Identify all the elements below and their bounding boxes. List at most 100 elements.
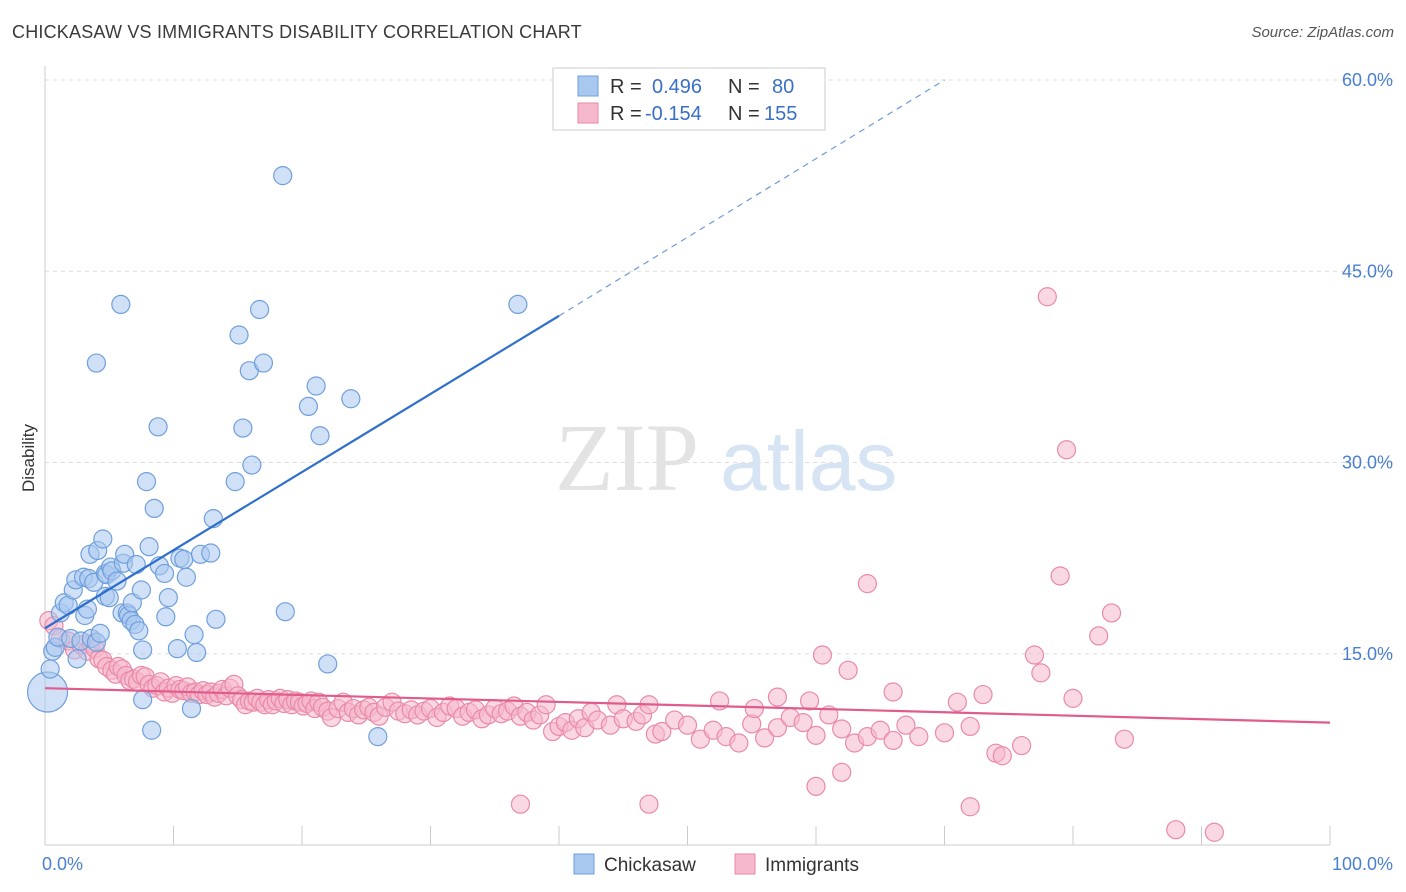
immigrants-point-165 bbox=[947, 692, 967, 712]
immigrants-point-158 bbox=[960, 797, 980, 817]
y-tick-label-1: 30.0% bbox=[1342, 453, 1393, 473]
chickasaw-point-44 bbox=[133, 640, 153, 660]
legend-r-label-1: R = bbox=[610, 76, 642, 98]
chickasaw-trend-line bbox=[44, 314, 560, 630]
immigrants-point-141 bbox=[934, 723, 955, 743]
chickasaw-point-54 bbox=[167, 639, 187, 659]
immigrants-point-162 bbox=[883, 682, 903, 702]
chickasaw-point-57 bbox=[176, 567, 196, 587]
immigrants-point-148 bbox=[1089, 626, 1109, 646]
immigrants-point-150 bbox=[1114, 729, 1135, 749]
tick-labels: 15.0% 30.0% 45.0% 60.0% 0.0% 100.0% bbox=[42, 70, 1393, 874]
immigrants-point-144 bbox=[1011, 735, 1032, 756]
chickasaw-point-73 bbox=[275, 602, 295, 622]
immigrants-point-128 bbox=[754, 728, 775, 748]
immigrants-point-122 bbox=[677, 715, 698, 735]
chickasaw-point-75 bbox=[306, 376, 326, 396]
immigrants-trend-line bbox=[44, 687, 1331, 724]
chickasaw-point-70 bbox=[249, 299, 270, 320]
bottom-legend-label-chickasaw: Chickasaw bbox=[604, 855, 696, 876]
immigrants-point-154 bbox=[510, 794, 531, 814]
watermark-zip: ZIP bbox=[555, 404, 699, 511]
bottom-legend-swatch-chickasaw bbox=[573, 853, 595, 875]
immigrants-point-140 bbox=[909, 727, 929, 747]
chickasaw-point-31 bbox=[107, 571, 127, 591]
y-tick-label-0: 15.0% bbox=[1342, 644, 1393, 664]
immigrants-point-164 bbox=[838, 660, 858, 680]
bottom-legend-label-immigrants: Immigrants bbox=[765, 855, 859, 876]
chickasaw-point-81 bbox=[133, 690, 153, 710]
chickasaw-point-72 bbox=[273, 166, 293, 186]
chickasaw-point-67 bbox=[233, 418, 253, 438]
legend-n-value-1: 80 bbox=[772, 76, 794, 98]
chickasaw-point-59 bbox=[184, 625, 204, 645]
chickasaw-point-78 bbox=[341, 389, 361, 409]
legend-r-value-2: -0.154 bbox=[645, 103, 702, 125]
chickasaw-point-79 bbox=[368, 727, 388, 747]
watermark: ZIP atlas bbox=[555, 404, 897, 511]
immigrants-point-157 bbox=[832, 762, 852, 782]
immigrants-point-138 bbox=[883, 730, 903, 751]
chickasaw-point-49 bbox=[148, 417, 168, 437]
chart-source: Source: ZipAtlas.com bbox=[1251, 24, 1394, 41]
immigrants-point-104 bbox=[536, 695, 556, 715]
chickasaw-point-11 bbox=[67, 649, 87, 669]
chickasaw-point-74 bbox=[298, 396, 319, 416]
immigrants-point-145 bbox=[1024, 645, 1045, 665]
immigrants-point-134 bbox=[832, 719, 852, 739]
immigrants-point-131 bbox=[793, 712, 813, 733]
immigrants-point-139 bbox=[896, 715, 916, 735]
trend-lines bbox=[44, 79, 1331, 724]
immigrants-point-146 bbox=[1031, 663, 1051, 683]
chickasaw-point-51 bbox=[154, 563, 175, 584]
chickasaw-point-80 bbox=[508, 294, 528, 314]
immigrants-point-160 bbox=[1204, 822, 1224, 842]
chickasaw-point-42 bbox=[129, 621, 149, 641]
chickasaw-point-76 bbox=[310, 426, 330, 446]
immigrants-point-163 bbox=[812, 645, 833, 665]
chickasaw-point-66 bbox=[229, 325, 249, 345]
immigrants-point-120 bbox=[652, 721, 672, 742]
chickasaw-point-53 bbox=[156, 607, 176, 627]
chickasaw-point-32 bbox=[111, 294, 131, 314]
chickasaw-point-60 bbox=[187, 642, 207, 663]
legend-swatch-chickasaw bbox=[577, 75, 599, 97]
y-tick-label-3: 60.0% bbox=[1342, 70, 1393, 90]
chickasaw-point-62 bbox=[201, 543, 221, 563]
chickasaw-trend-extension bbox=[558, 79, 945, 317]
legend-swatch-immigrants bbox=[577, 102, 599, 124]
immigrants-point-156 bbox=[806, 776, 826, 796]
legend-n-label-2: N = bbox=[728, 103, 760, 125]
immigrants-point-142 bbox=[960, 716, 980, 737]
immigrants-point-166 bbox=[973, 684, 993, 705]
chickasaw-point-45 bbox=[136, 472, 157, 492]
chickasaw-point-23 bbox=[90, 623, 110, 643]
chickasaw-point-69 bbox=[242, 455, 262, 475]
chickasaw-point-46 bbox=[139, 537, 159, 557]
chickasaw-point-28 bbox=[99, 588, 119, 608]
immigrants-point-132 bbox=[806, 725, 826, 745]
bottom-legend-swatch-immigrants bbox=[734, 853, 756, 875]
legend-r-value-1: 0.496 bbox=[652, 76, 702, 98]
immigrants-points bbox=[39, 287, 1224, 842]
immigrants-point-147 bbox=[1063, 688, 1083, 708]
chickasaw-point-65 bbox=[225, 472, 245, 492]
chickasaw-point-41 bbox=[126, 554, 146, 575]
chickasaw-point-24 bbox=[93, 529, 113, 549]
legend-n-label-1: N = bbox=[728, 76, 760, 98]
chickasaw-point-77 bbox=[318, 654, 338, 674]
x-tick-label-0: 0.0% bbox=[42, 854, 83, 874]
immigrants-point-161 bbox=[857, 574, 878, 594]
chickasaw-point-58 bbox=[181, 698, 202, 719]
chickasaw-point-21 bbox=[86, 353, 107, 373]
immigrants-point-159 bbox=[1166, 820, 1186, 840]
x-tick-label-1: 100.0% bbox=[1332, 854, 1393, 874]
y-tick-label-2: 45.0% bbox=[1342, 261, 1393, 281]
immigrants-point-149 bbox=[1101, 603, 1122, 623]
legend-r-label-2: R = bbox=[610, 103, 642, 125]
legend-n-value-2: 155 bbox=[764, 103, 797, 125]
immigrants-point-133 bbox=[819, 705, 839, 725]
immigrants-point-170 bbox=[744, 698, 764, 719]
immigrants-point-151 bbox=[1050, 566, 1070, 586]
